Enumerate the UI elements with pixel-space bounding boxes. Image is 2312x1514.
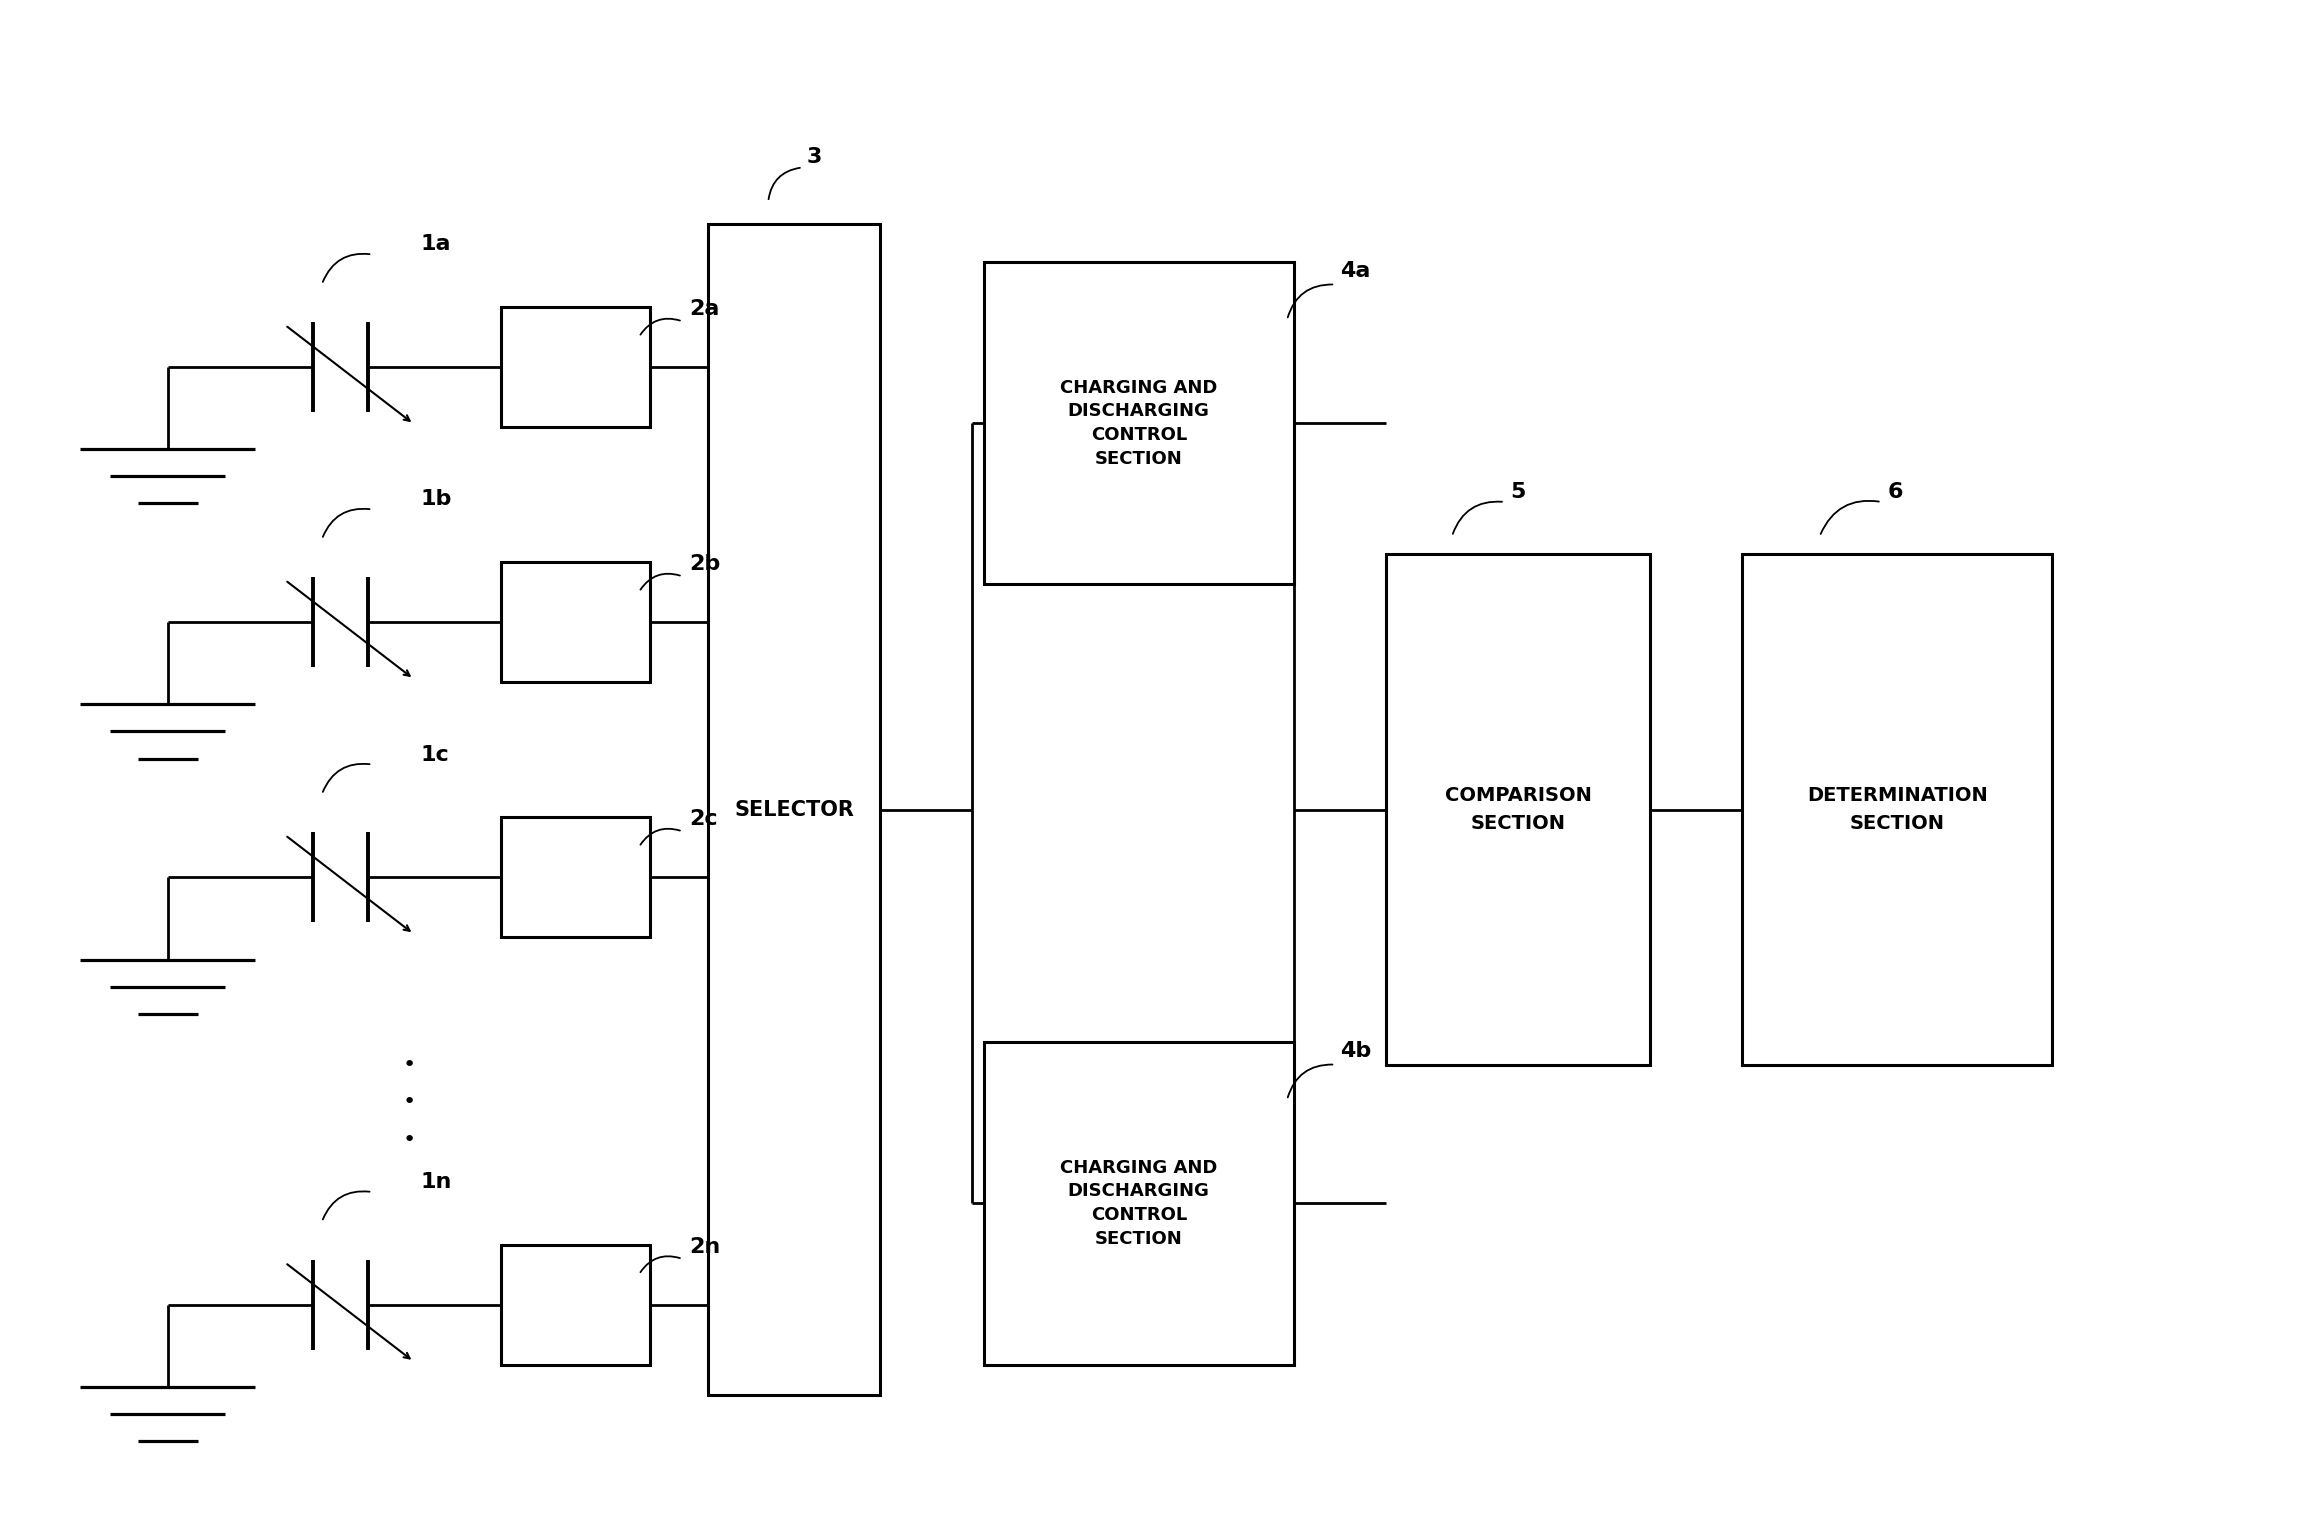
Text: •: • [402,1092,416,1111]
Text: •: • [402,1129,416,1149]
Text: 1a: 1a [421,235,451,254]
Text: CHARGING AND
DISCHARGING
CONTROL
SECTION: CHARGING AND DISCHARGING CONTROL SECTION [1061,378,1218,468]
Text: CHARGING AND
DISCHARGING
CONTROL
SECTION: CHARGING AND DISCHARGING CONTROL SECTION [1061,1158,1218,1248]
Bar [707,224,881,1394]
Bar [1741,554,2053,1064]
Text: 2b: 2b [689,554,721,574]
Text: 2a: 2a [689,298,719,319]
Text: COMPARISON
SECTION: COMPARISON SECTION [1445,786,1591,833]
Text: 4a: 4a [1341,262,1371,282]
Bar [502,818,650,937]
Bar [1385,554,1651,1064]
Bar [502,307,650,427]
Bar [983,1042,1295,1364]
Text: •: • [402,1055,416,1075]
Text: 2n: 2n [689,1237,721,1257]
Text: 4b: 4b [1341,1042,1371,1061]
Bar [502,1245,650,1364]
Text: 2c: 2c [689,808,719,830]
Bar [502,562,650,681]
Text: 3: 3 [807,147,821,168]
Text: 1n: 1n [421,1172,451,1192]
Bar [983,262,1295,584]
Text: 1c: 1c [421,745,449,765]
Text: 1b: 1b [421,489,451,510]
Text: 6: 6 [1889,481,1903,503]
Text: 5: 5 [1510,481,1526,503]
Text: SELECTOR: SELECTOR [735,799,853,819]
Text: DETERMINATION
SECTION: DETERMINATION SECTION [1806,786,1988,833]
